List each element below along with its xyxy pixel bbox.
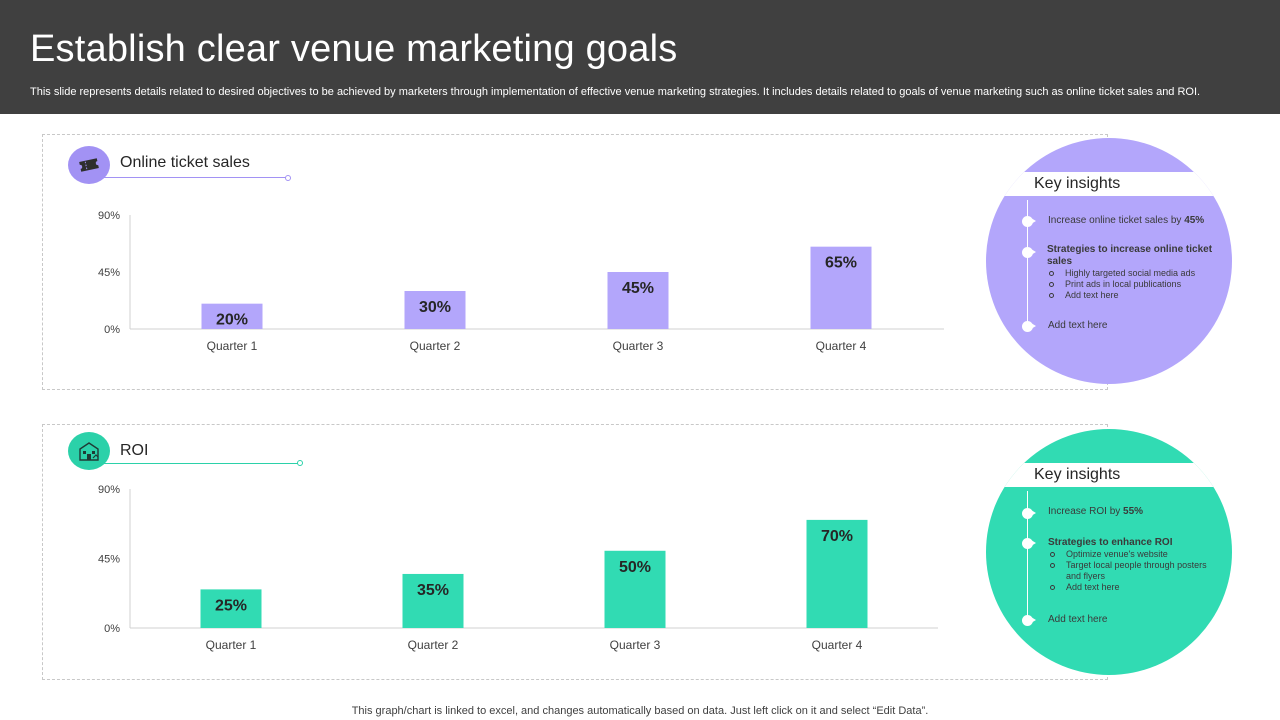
- bar: [201, 303, 263, 329]
- key-insights-title: Key insights: [1034, 466, 1121, 483]
- insight-point-2: Strategies to increase online ticket sal…: [1047, 244, 1215, 301]
- strategy-item: Print ads in local publications: [1047, 279, 1215, 290]
- insight-bullet-node: [1022, 615, 1036, 626]
- bar: [200, 589, 262, 628]
- x-category-label: Quarter 4: [812, 638, 863, 652]
- strategy-list: Optimize venue's website Target local pe…: [1048, 549, 1216, 593]
- insight-point-2: Strategies to enhance ROI Optimize venue…: [1048, 537, 1216, 593]
- key-insights-roi: Key insights Increase ROI by 55% Strateg…: [986, 429, 1232, 675]
- strategy-item: Add text here: [1048, 582, 1216, 593]
- strategy-item: Add text here: [1047, 290, 1215, 301]
- insight-bullet-node: [1022, 321, 1036, 332]
- insight-point-3: Add text here: [1048, 320, 1108, 331]
- bar: [604, 550, 666, 628]
- bar: [404, 291, 466, 329]
- insight-timeline: [1027, 200, 1028, 328]
- y-tick-label: 45%: [98, 267, 120, 279]
- footer-note: This graph/chart is linked to excel, and…: [351, 705, 929, 717]
- strategy-item: Optimize venue's website: [1048, 549, 1216, 560]
- insight-point-1: Increase ROI by 55%: [1048, 506, 1144, 517]
- x-category-label: Quarter 2: [410, 339, 461, 353]
- x-category-label: Quarter 2: [408, 638, 459, 652]
- bar-value-label: 70%: [821, 528, 853, 545]
- roi-heading: ROI: [120, 442, 149, 459]
- strategy-item: Target local people through posters and …: [1048, 560, 1216, 582]
- online-ticket-sales-heading: Online ticket sales: [120, 154, 250, 171]
- insight-strategies-heading: Strategies to enhance ROI: [1048, 537, 1173, 548]
- slide-title: Establish clear venue marketing goals: [30, 28, 678, 70]
- x-category-label: Quarter 3: [610, 638, 661, 652]
- slide-subtitle: This slide represents details related to…: [30, 86, 1201, 98]
- section-divider-dot: [297, 460, 303, 466]
- insight-point-3: Add text here: [1048, 614, 1108, 625]
- x-category-label: Quarter 1: [207, 339, 258, 353]
- insight-timeline: [1027, 491, 1028, 621]
- y-tick-label: 0%: [104, 324, 120, 336]
- bar: [607, 272, 669, 329]
- insight-bullet-node: [1022, 216, 1036, 227]
- x-category-label: Quarter 1: [206, 638, 257, 652]
- section-divider: [103, 177, 287, 178]
- insight-bullet-node: [1022, 538, 1036, 549]
- strategy-item: Highly targeted social media ads: [1047, 268, 1215, 279]
- slide-header: Establish clear venue marketing goals Th…: [0, 0, 1280, 114]
- key-insights-band: [986, 463, 1232, 487]
- y-tick-label: 90%: [98, 210, 120, 222]
- bar-value-label: 35%: [417, 582, 449, 599]
- insight-bullet-node: [1022, 508, 1036, 519]
- key-insights-ticket-sales: Key insights Increase online ticket sale…: [986, 138, 1232, 384]
- section-divider: [103, 463, 299, 464]
- bar-value-label: 50%: [619, 559, 651, 576]
- bar-value-label: 25%: [215, 597, 247, 614]
- insight-target-value: 55%: [1123, 506, 1144, 517]
- y-tick-label: 90%: [98, 484, 120, 496]
- y-tick-label: 0%: [104, 623, 120, 635]
- bar-value-label: 45%: [622, 280, 654, 297]
- bar-value-label: 65%: [825, 255, 857, 272]
- x-category-label: Quarter 4: [816, 339, 867, 353]
- insight-strategies-heading: Strategies to increase online ticket sal…: [1047, 244, 1213, 267]
- insight-bullet-node: [1022, 247, 1036, 258]
- strategy-list: Highly targeted social media ads Print a…: [1047, 268, 1215, 301]
- bar: [402, 573, 464, 628]
- bar: [806, 519, 868, 628]
- bar-value-label: 20%: [216, 312, 248, 329]
- insight-point-1: Increase online ticket sales by 45%: [1048, 215, 1205, 226]
- key-insights-band: [986, 172, 1232, 196]
- key-insights-title: Key insights: [1034, 175, 1121, 192]
- section-divider-dot: [285, 175, 291, 181]
- insight-target-value: 45%: [1184, 215, 1205, 226]
- y-tick-label: 45%: [98, 554, 120, 566]
- bar-value-label: 30%: [419, 299, 451, 316]
- venue-building-icon: [68, 432, 110, 470]
- bar: [810, 246, 872, 329]
- x-category-label: Quarter 3: [613, 339, 664, 353]
